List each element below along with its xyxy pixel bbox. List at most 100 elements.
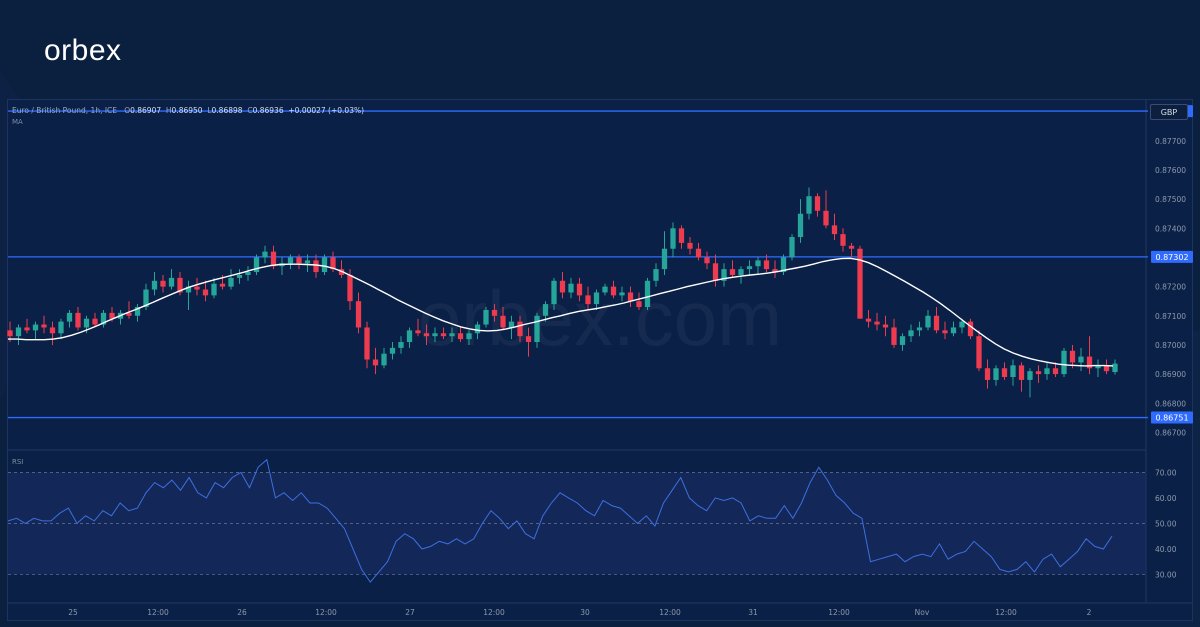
time-tick-label: 12:00 bbox=[483, 608, 505, 617]
candle-down bbox=[1001, 368, 1008, 378]
candle-down bbox=[202, 289, 209, 296]
candle-up bbox=[1112, 363, 1118, 373]
candle-up bbox=[746, 266, 753, 270]
candle-up bbox=[83, 318, 90, 328]
candle-down bbox=[840, 234, 846, 246]
candle-up bbox=[925, 315, 931, 328]
candle-up bbox=[653, 269, 659, 281]
watermark-text: orbex.com bbox=[418, 274, 782, 362]
candle-up bbox=[1010, 365, 1016, 378]
symbol-name: Euro / British Pound, 1h, ICE bbox=[12, 106, 118, 115]
candle-down bbox=[763, 260, 770, 270]
rsi-indicator-label[interactable]: RSI bbox=[12, 458, 24, 466]
rsi-tick-label: 60.00 bbox=[1155, 494, 1177, 503]
candle-down bbox=[525, 336, 532, 343]
candle-down bbox=[627, 292, 634, 302]
time-tick-label: 25 bbox=[68, 608, 78, 617]
low-value: 0.86898 bbox=[211, 106, 243, 115]
candle-down bbox=[423, 333, 430, 337]
candle-up bbox=[466, 333, 472, 340]
candle-down bbox=[1086, 356, 1093, 369]
candle-down bbox=[1052, 368, 1059, 375]
candle-up bbox=[1027, 371, 1033, 380]
price-tick-label: 0.86700 bbox=[1155, 428, 1186, 437]
candle-down bbox=[891, 327, 897, 345]
candle-down bbox=[109, 312, 115, 319]
candle-up bbox=[908, 330, 914, 337]
low-label: L bbox=[207, 106, 212, 115]
brand-logo: orbex bbox=[44, 34, 122, 67]
candle-up bbox=[321, 257, 328, 273]
candle-down bbox=[687, 242, 693, 249]
candle-up bbox=[916, 327, 923, 331]
price-tick-label: 0.86800 bbox=[1155, 399, 1186, 408]
candle-up bbox=[780, 257, 787, 273]
price-axis[interactable]: 0.86700 0.86800 0.86900 0.87000 0.87100 0.872… bbox=[1155, 137, 1186, 438]
price-level-label: 0.87302 bbox=[1155, 253, 1188, 262]
candle-down bbox=[865, 318, 872, 322]
candle-up bbox=[474, 324, 481, 334]
price-tick-label: 0.87600 bbox=[1155, 166, 1186, 175]
candle-up bbox=[211, 283, 217, 296]
candle-up bbox=[1061, 350, 1067, 375]
candle-up bbox=[1078, 356, 1084, 363]
currency-badge[interactable]: GBP bbox=[1150, 104, 1188, 120]
high-label: H bbox=[165, 106, 172, 115]
candle-up bbox=[168, 277, 175, 287]
symbol-header: Euro / British Pound, 1h, ICE O0.86907 H… bbox=[12, 106, 364, 115]
candle-up bbox=[593, 292, 600, 305]
candle-up bbox=[789, 237, 795, 258]
price-tick-label: 0.87000 bbox=[1155, 341, 1186, 350]
candle-down bbox=[942, 330, 948, 334]
candle-down bbox=[219, 283, 226, 287]
candle-up bbox=[398, 342, 404, 348]
candle-up bbox=[1044, 368, 1050, 375]
candle-up bbox=[568, 283, 574, 293]
candle-down bbox=[857, 248, 863, 319]
candle-down bbox=[24, 327, 30, 331]
time-tick-label: 31 bbox=[748, 608, 758, 617]
candle-up bbox=[542, 304, 549, 316]
candle-up bbox=[185, 286, 192, 293]
price-level-label: 0.86751 bbox=[1155, 414, 1188, 423]
candle-up bbox=[950, 327, 957, 334]
time-tick-label: 2 bbox=[1087, 608, 1092, 617]
candle-up bbox=[534, 315, 540, 343]
candle-up bbox=[389, 347, 396, 354]
price-tick-label: 0.87400 bbox=[1155, 224, 1186, 233]
price-level-badge bbox=[1151, 250, 1193, 263]
high-value: 0.86950 bbox=[171, 106, 203, 115]
candle-up bbox=[381, 353, 387, 366]
candle-up bbox=[134, 307, 141, 316]
candle-down bbox=[126, 312, 132, 316]
candle-down bbox=[712, 263, 719, 281]
candle-down bbox=[984, 368, 991, 380]
time-tick-label: 27 bbox=[405, 608, 415, 617]
close-value: 0.86936 bbox=[252, 106, 284, 115]
candle-down bbox=[1018, 365, 1025, 380]
candle-up bbox=[738, 269, 744, 275]
candle-up bbox=[899, 336, 906, 345]
rsi-axis[interactable]: 30.00 40.00 50.00 60.00 70.00 bbox=[1155, 468, 1177, 579]
rsi-tick-label: 40.00 bbox=[1155, 545, 1177, 554]
candle-up bbox=[661, 248, 668, 270]
moving-average-line bbox=[8, 257, 1114, 367]
rsi-line bbox=[7, 458, 1113, 583]
candle-down bbox=[177, 277, 183, 293]
candle-down bbox=[92, 318, 98, 325]
candle-up bbox=[602, 286, 608, 293]
candle-up bbox=[721, 269, 727, 281]
candle-down bbox=[491, 309, 498, 316]
candle-down bbox=[848, 245, 855, 249]
open-label: O bbox=[124, 106, 131, 115]
candle-down bbox=[296, 257, 302, 264]
candle-down bbox=[347, 274, 353, 302]
candle-up bbox=[797, 213, 804, 238]
candlesticks bbox=[7, 187, 1118, 398]
price-level-badge bbox=[1151, 411, 1193, 424]
time-axis[interactable]: 25 12:00 26 12:00 27 12:00 30 12:00 31 12:00 Nov 12… bbox=[68, 608, 1091, 617]
ma-indicator-label[interactable]: MA bbox=[12, 118, 23, 126]
candle-down bbox=[933, 315, 940, 331]
candle-up bbox=[670, 228, 676, 249]
